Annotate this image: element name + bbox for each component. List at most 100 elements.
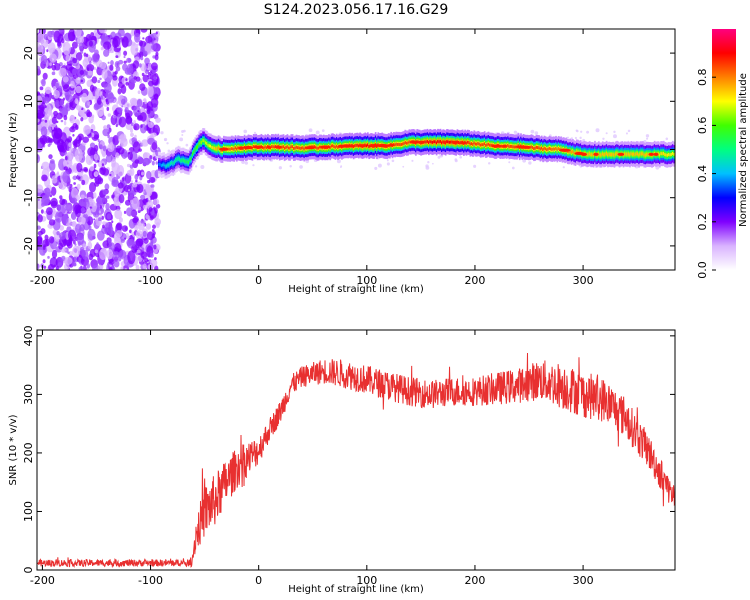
- spectrogram-ridge-cell: [403, 142, 406, 146]
- spectrogram-noise-point: [37, 214, 43, 223]
- spectrogram-noise-point: [115, 55, 119, 59]
- spectrogram-noise-point: [142, 74, 150, 83]
- spectrogram-noise-point: [78, 199, 82, 203]
- spectrogram-noise-point: [63, 248, 67, 252]
- spectrogram-speckle: [427, 161, 430, 164]
- spectrogram-ridge-cell: [629, 153, 631, 157]
- spectrogram-noise-point: [59, 198, 66, 205]
- spectrogram-noise-point: [81, 249, 89, 260]
- spectrogram-noise-point: [148, 207, 153, 212]
- spectrogram-noise-point: [142, 152, 151, 160]
- spectrogram-ridge-cell: [512, 145, 515, 149]
- snr-plot-area: [37, 330, 675, 570]
- spectrogram-noise-point: [125, 78, 128, 82]
- spectrogram-noise-point: [99, 77, 102, 81]
- spectrogram-speckle: [244, 161, 248, 165]
- spectrogram-ridge-cell: [447, 140, 450, 144]
- spectrogram-noise-point: [149, 176, 156, 184]
- spectrogram-noise-point: [154, 265, 159, 270]
- colorbar-tick-label: 0.4: [696, 165, 709, 183]
- spectrogram-noise-point: [87, 101, 91, 106]
- spectrogram-noise-point: [146, 170, 152, 180]
- spectrogram-ridge-cell: [642, 152, 644, 156]
- spectrogram-noise-point: [72, 68, 78, 76]
- spectrogram-noise-point: [63, 120, 67, 126]
- spectrogram-noise-point: [44, 86, 52, 95]
- spectrogram-ridge-cell: [315, 145, 317, 149]
- spectrogram-ridge-cell: [533, 147, 535, 150]
- spectrogram-speckle: [627, 129, 631, 133]
- spectrogram-speckle: [566, 136, 570, 139]
- spectrogram-noise-point: [108, 267, 113, 270]
- spectrogram-ridge-cell: [614, 152, 617, 156]
- spectrogram-speckle: [612, 134, 617, 139]
- spectrogram-ridge-cell: [570, 150, 573, 154]
- spectrogram-noise-point: [151, 142, 158, 151]
- spectrogram-speckle: [513, 130, 518, 134]
- spectrogram-ridge-cell: [557, 147, 560, 150]
- spectrogram-peak: [219, 147, 229, 151]
- spectrogram-noise-point: [138, 63, 142, 68]
- spectrogram-noise-point: [139, 111, 147, 122]
- spectrogram-ridge-cell: [673, 152, 675, 156]
- spectrogram-noise-point: [108, 242, 116, 251]
- spectrogram-noise-point: [116, 222, 123, 231]
- spectrogram-noise-point: [49, 62, 52, 66]
- spectrogram-ridge-cell: [252, 145, 255, 148]
- spectrogram-noise-point: [55, 99, 60, 107]
- snr-ticks: -200 -100 0 100 200 300 0 100 200 300 400: [22, 325, 675, 587]
- spectrogram-ridge-cell: [207, 143, 210, 147]
- spectrogram-noise-point: [37, 263, 40, 270]
- spectrogram-ridge-cell: [399, 143, 402, 147]
- spectrogram-ridge-cell: [405, 141, 408, 145]
- spectrogram-noise-point: [124, 107, 129, 114]
- spectrogram-noise-point: [37, 198, 40, 202]
- spectrogram-ridge-cell: [181, 158, 184, 162]
- spectrogram-noise-point: [103, 49, 110, 57]
- spectrogram-noise-point: [107, 92, 115, 103]
- spectrogram-ridge-cell: [598, 152, 600, 156]
- spectrogram-noise-point: [148, 80, 154, 87]
- spectrogram-peak: [648, 152, 655, 156]
- spectrogram-noise-point: [96, 210, 100, 216]
- snr-series-line: [37, 352, 675, 569]
- spectrogram-ridge-cell: [190, 156, 193, 160]
- colorbar-gradient: [712, 29, 736, 270]
- spectrogram-ridge-cell: [167, 163, 169, 167]
- spectrogram-noise-point: [143, 98, 147, 102]
- spectrogram-noise-point: [116, 165, 125, 177]
- spectrogram-ridge-cell: [588, 152, 591, 156]
- spectrogram-xtick-label: 200: [464, 274, 485, 287]
- spectrogram-noise-point: [63, 115, 68, 121]
- spectrogram-ridge-cell: [608, 152, 611, 156]
- spectrogram-noise-point: [111, 220, 114, 224]
- spectrogram-speckle: [432, 162, 434, 165]
- spectrogram-noise-point: [120, 266, 124, 270]
- spectrogram-noise-point: [100, 167, 104, 171]
- spectrogram-speckle: [243, 129, 248, 134]
- spectrogram-peak: [580, 152, 587, 156]
- spectrogram-ridge-cell: [159, 162, 162, 166]
- spectrogram-ridge-cell: [431, 140, 434, 144]
- spectrogram-ridge-cell: [549, 147, 552, 151]
- spectrogram-ridge-cell: [272, 145, 275, 149]
- spectrogram-noise-point: [76, 105, 82, 111]
- spectrogram-noise-point: [127, 151, 133, 161]
- spectrogram-ridge-cell: [169, 162, 172, 165]
- spectrogram-noise-point: [101, 163, 105, 167]
- spectrogram-noise-point: [48, 219, 56, 226]
- spectrogram-noise-point: [65, 63, 73, 71]
- spectrogram-noise-point: [153, 76, 157, 81]
- spectrogram-speckle: [160, 131, 164, 135]
- spectrogram-noise-point: [45, 238, 51, 247]
- spectrogram-noise-point: [56, 171, 60, 175]
- spectrogram-noise-point: [37, 110, 44, 119]
- spectrogram-noise-point: [102, 128, 110, 137]
- spectrogram-ridge-cell: [281, 145, 284, 149]
- spectrogram-noise-point: [62, 76, 69, 83]
- spectrogram-ridge-cell: [216, 147, 219, 151]
- spectrogram-ytick-label: 0: [22, 146, 35, 153]
- spectrogram-noise-point: [82, 266, 88, 270]
- spectrogram-peak: [319, 145, 331, 149]
- spectrogram-speckle: [530, 129, 535, 134]
